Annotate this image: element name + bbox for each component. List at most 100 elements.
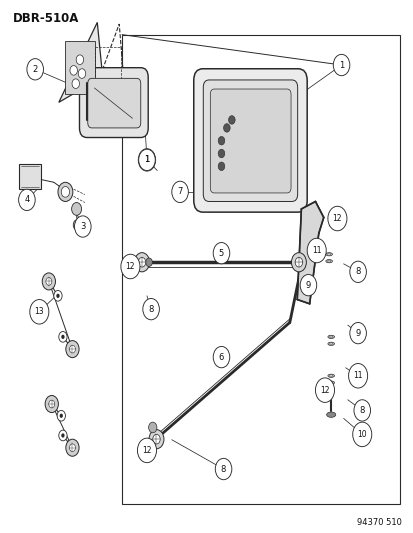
Circle shape [72, 79, 79, 88]
Circle shape [69, 444, 75, 451]
Circle shape [45, 395, 58, 413]
Circle shape [142, 298, 159, 320]
Ellipse shape [329, 382, 332, 384]
Circle shape [223, 124, 230, 132]
Bar [122, 35, 399, 504]
Circle shape [332, 54, 349, 76]
Circle shape [218, 162, 224, 171]
Ellipse shape [325, 253, 332, 256]
Circle shape [348, 364, 367, 388]
Circle shape [291, 253, 306, 272]
FancyBboxPatch shape [65, 41, 95, 94]
Text: 4: 4 [24, 196, 29, 204]
Ellipse shape [327, 374, 334, 377]
Circle shape [19, 189, 35, 211]
Ellipse shape [327, 342, 334, 345]
Circle shape [327, 206, 346, 231]
Ellipse shape [327, 253, 330, 255]
Text: 5: 5 [218, 249, 223, 257]
FancyBboxPatch shape [88, 78, 140, 128]
Circle shape [59, 332, 67, 342]
Circle shape [349, 261, 366, 282]
Ellipse shape [329, 343, 332, 344]
Circle shape [49, 400, 55, 408]
Text: 8: 8 [221, 465, 225, 473]
Text: 8: 8 [148, 305, 153, 313]
Ellipse shape [329, 336, 332, 338]
Circle shape [349, 322, 366, 344]
Circle shape [228, 116, 235, 124]
Text: 3: 3 [80, 222, 85, 231]
Circle shape [306, 238, 325, 263]
Text: 13: 13 [34, 308, 44, 316]
Circle shape [61, 187, 69, 197]
Circle shape [134, 253, 149, 272]
Text: 1: 1 [338, 61, 343, 69]
Circle shape [121, 254, 140, 279]
Circle shape [215, 458, 231, 480]
FancyBboxPatch shape [203, 80, 297, 201]
FancyBboxPatch shape [193, 69, 306, 212]
Circle shape [138, 257, 145, 267]
Circle shape [42, 273, 55, 290]
Text: 12: 12 [126, 262, 135, 271]
Circle shape [46, 278, 52, 285]
Circle shape [61, 335, 64, 339]
Bar [19, 164, 41, 189]
Circle shape [74, 216, 91, 237]
Text: 1: 1 [144, 156, 149, 164]
Circle shape [138, 149, 155, 171]
Circle shape [171, 181, 188, 203]
Text: 9: 9 [355, 329, 360, 337]
Circle shape [59, 430, 67, 441]
Text: 12: 12 [320, 386, 329, 394]
Circle shape [218, 136, 224, 145]
Text: 11: 11 [311, 246, 320, 255]
Ellipse shape [327, 381, 334, 384]
Circle shape [70, 66, 77, 75]
Text: 2: 2 [33, 65, 38, 74]
Text: 9: 9 [305, 281, 310, 289]
Circle shape [66, 341, 79, 358]
Text: 94370 510: 94370 510 [356, 518, 401, 527]
Polygon shape [59, 22, 102, 102]
Circle shape [294, 257, 302, 267]
Text: 10: 10 [356, 430, 366, 439]
Ellipse shape [326, 412, 335, 417]
Circle shape [148, 422, 157, 433]
Ellipse shape [327, 260, 330, 262]
Circle shape [73, 220, 81, 230]
Circle shape [54, 290, 62, 301]
Text: 7: 7 [177, 188, 182, 196]
Text: 11: 11 [353, 372, 362, 380]
Circle shape [69, 345, 75, 353]
Text: 6: 6 [218, 353, 223, 361]
Text: 8: 8 [355, 268, 360, 276]
Polygon shape [297, 201, 323, 304]
Circle shape [71, 203, 81, 215]
Circle shape [30, 300, 49, 324]
Circle shape [27, 59, 43, 80]
Circle shape [218, 149, 224, 158]
Text: DBR-510A: DBR-510A [12, 12, 78, 25]
FancyBboxPatch shape [210, 89, 290, 193]
Circle shape [145, 258, 152, 266]
Text: 1: 1 [144, 156, 149, 164]
Circle shape [353, 400, 370, 421]
Circle shape [213, 243, 229, 264]
Circle shape [66, 439, 79, 456]
Text: 12: 12 [332, 214, 341, 223]
Circle shape [149, 430, 164, 449]
Circle shape [58, 182, 73, 201]
Circle shape [56, 294, 59, 298]
Circle shape [299, 274, 316, 296]
Circle shape [213, 346, 229, 368]
Circle shape [59, 414, 63, 418]
Ellipse shape [325, 260, 332, 263]
Text: 8: 8 [359, 406, 364, 415]
Circle shape [138, 149, 155, 171]
FancyBboxPatch shape [79, 68, 148, 138]
Circle shape [352, 422, 371, 447]
Circle shape [78, 69, 85, 78]
Circle shape [137, 438, 156, 463]
